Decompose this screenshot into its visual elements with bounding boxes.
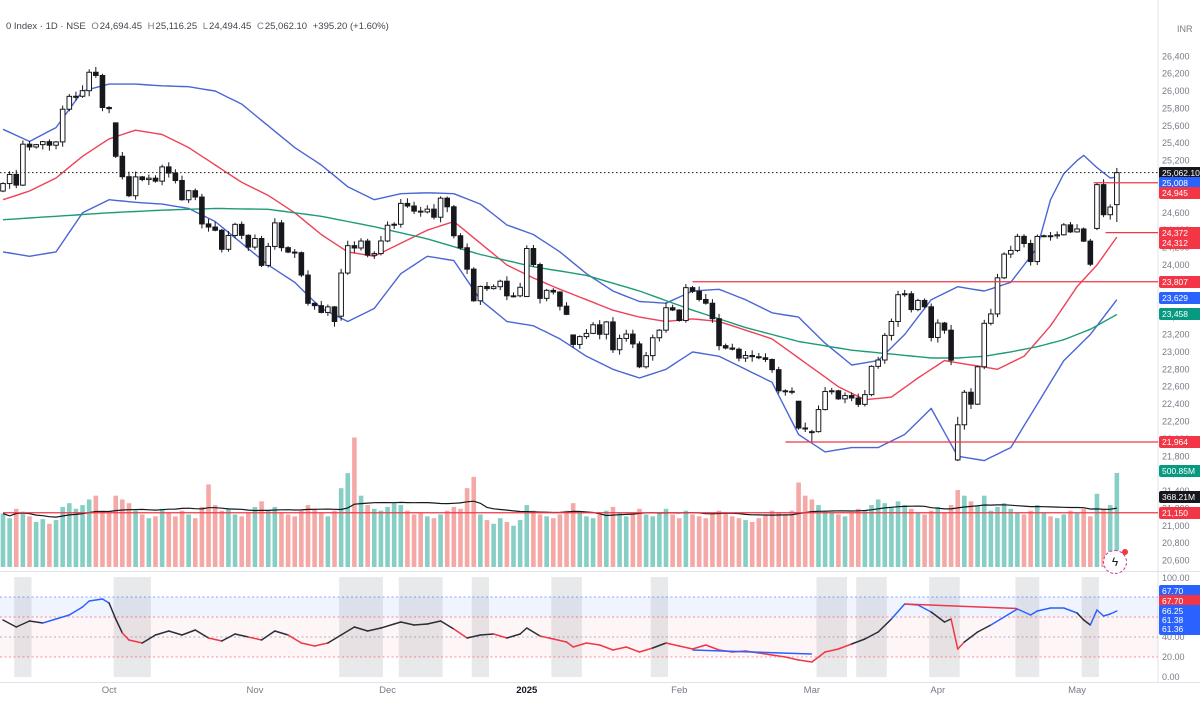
svg-text:Nov: Nov	[246, 685, 263, 696]
svg-text:100.00: 100.00	[1162, 573, 1190, 583]
symbol-legend[interactable]: 0 Index · 1D · NSE O24,694.45 H25,116.25…	[6, 21, 392, 32]
svg-text:25,800: 25,800	[1162, 103, 1190, 113]
svg-text:500.85M: 500.85M	[1162, 466, 1195, 476]
svg-text:24,600: 24,600	[1162, 208, 1190, 218]
svg-text:22,600: 22,600	[1162, 382, 1190, 392]
svg-text:61.38: 61.38	[1162, 615, 1184, 625]
svg-text:23,458: 23,458	[1162, 309, 1188, 319]
svg-text:24,945: 24,945	[1162, 188, 1188, 198]
svg-text:Apr: Apr	[930, 685, 945, 696]
svg-text:24,312: 24,312	[1162, 238, 1188, 248]
change-value: +395.20 (+1.60%)	[312, 21, 389, 32]
svg-text:67.70: 67.70	[1162, 596, 1184, 606]
svg-text:25,400: 25,400	[1162, 138, 1190, 148]
svg-text:23,200: 23,200	[1162, 330, 1190, 340]
symbol-title[interactable]: 0 Index · 1D · NSE	[6, 21, 86, 32]
sma100_green-line	[2, 207, 1118, 359]
close-value: 25,062.10	[264, 21, 308, 32]
svg-text:24,372: 24,372	[1162, 228, 1188, 238]
low-key: L	[202, 21, 209, 32]
low-value: 24,494.45	[209, 21, 252, 32]
svg-text:66.25: 66.25	[1162, 606, 1184, 616]
svg-text:2025: 2025	[516, 685, 538, 696]
volume-bars[interactable]	[0, 437, 1120, 567]
svg-text:25,008: 25,008	[1162, 178, 1188, 188]
svg-text:22,400: 22,400	[1162, 399, 1190, 409]
lightning-badge-icon[interactable]: ϟ	[1103, 549, 1128, 574]
svg-text:26,000: 26,000	[1162, 86, 1190, 96]
svg-text:22,200: 22,200	[1162, 416, 1190, 426]
svg-text:25,600: 25,600	[1162, 121, 1190, 131]
overlay-lines	[2, 83, 1118, 462]
bb_upper-line	[2, 83, 1117, 366]
oscillator-background	[0, 577, 1158, 677]
svg-text:23,629: 23,629	[1162, 293, 1188, 303]
bb_lower-line	[2, 198, 1118, 462]
svg-text:21,964: 21,964	[1162, 437, 1188, 447]
svg-text:23,000: 23,000	[1162, 347, 1190, 357]
open-value: 24,694.45	[99, 21, 143, 32]
svg-text:23,807: 23,807	[1162, 277, 1188, 287]
currency-label[interactable]: INR	[1177, 24, 1193, 34]
candlesticks[interactable]	[0, 66, 1120, 462]
svg-text:Mar: Mar	[804, 685, 820, 696]
lightning-glyph: ϟ	[1111, 555, 1119, 569]
svg-text:24,000: 24,000	[1162, 260, 1190, 270]
oscillator-trendline	[904, 603, 1018, 610]
svg-text:25,062.10: 25,062.10	[1162, 168, 1200, 178]
pane-dividers	[0, 0, 1200, 683]
svg-text:20.00: 20.00	[1162, 652, 1185, 662]
sma20_red-line	[2, 129, 1118, 401]
oscillator-trendline	[692, 649, 812, 655]
svg-text:Dec: Dec	[379, 685, 396, 696]
svg-text:20,600: 20,600	[1162, 556, 1190, 566]
svg-text:61.36: 61.36	[1162, 624, 1184, 634]
svg-text:22,800: 22,800	[1162, 364, 1190, 374]
close-key: C	[256, 21, 264, 32]
svg-text:26,200: 26,200	[1162, 69, 1190, 79]
svg-text:Feb: Feb	[671, 685, 687, 696]
svg-text:25,200: 25,200	[1162, 156, 1190, 166]
open-key: O	[91, 21, 99, 32]
svg-text:May: May	[1068, 685, 1086, 696]
svg-text:26,400: 26,400	[1162, 51, 1190, 61]
svg-text:21,000: 21,000	[1162, 521, 1190, 531]
notification-dot	[1122, 549, 1128, 555]
high-value: 25,116.25	[155, 21, 198, 32]
svg-text:21,800: 21,800	[1162, 451, 1190, 461]
svg-text:67.70: 67.70	[1162, 586, 1184, 596]
oscillator-line[interactable]	[2, 598, 1118, 663]
svg-text:0.00: 0.00	[1162, 672, 1180, 682]
high-key: H	[147, 21, 155, 32]
svg-text:21,150: 21,150	[1162, 508, 1188, 518]
svg-text:Oct: Oct	[102, 685, 117, 696]
svg-text:20,800: 20,800	[1162, 538, 1190, 548]
svg-text:40.00: 40.00	[1162, 632, 1185, 642]
svg-text:368.21M: 368.21M	[1162, 492, 1195, 502]
price-level-lines[interactable]	[0, 172, 1158, 514]
time-axis[interactable]: Oct Nov Dec 2025 Feb Mar Apr May	[102, 685, 1087, 696]
